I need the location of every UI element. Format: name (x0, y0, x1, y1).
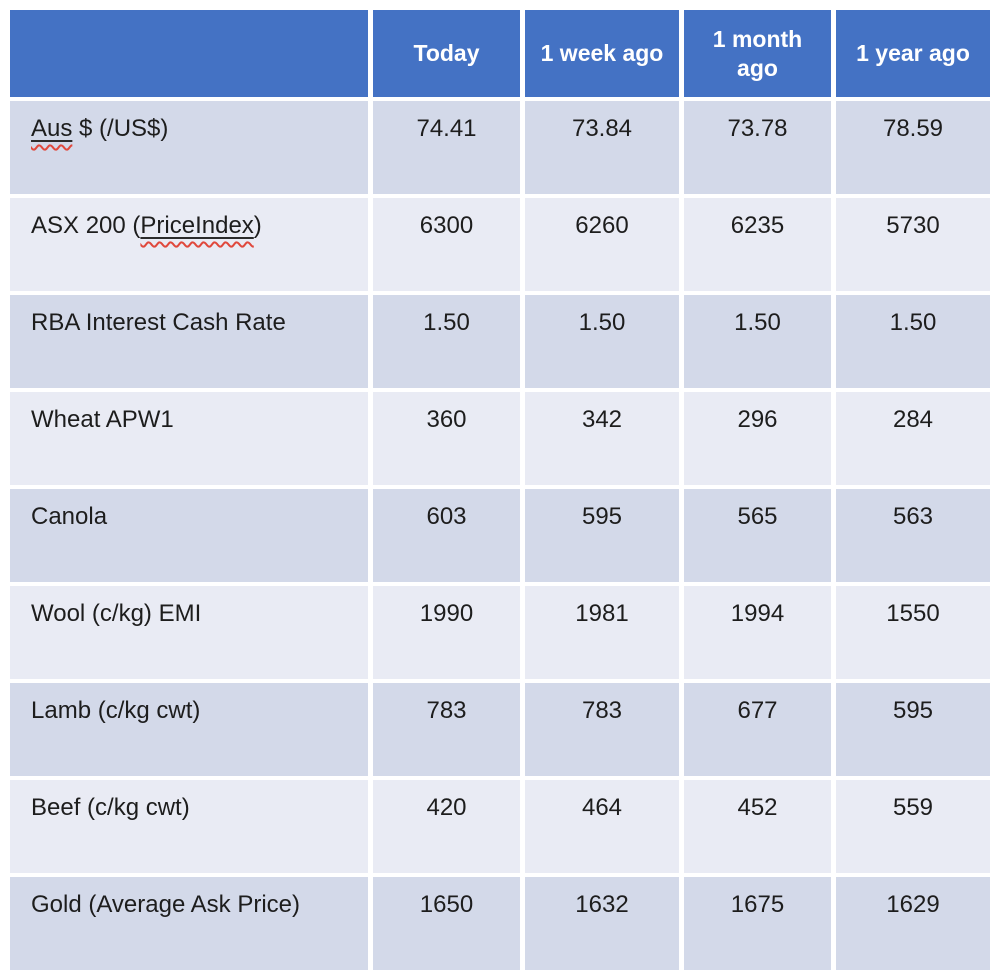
value-cell: 783 (373, 683, 520, 776)
value-cell: 296 (684, 392, 831, 485)
row-label: RBA Interest Cash Rate (10, 295, 368, 388)
row-label: Beef (c/kg cwt) (10, 780, 368, 873)
label-text: ) (253, 212, 262, 239)
row-label: Wool (c/kg) EMI (10, 586, 368, 679)
value-cell: 1632 (525, 877, 679, 970)
misspelled-word: Aus (31, 115, 73, 142)
market-price-table: Today 1 week ago 1 month ago 1 year ago Aus… (5, 6, 995, 974)
spellcheck-squiggle: PriceIndex (140, 212, 253, 239)
value-cell: 1994 (684, 586, 831, 679)
misspelled-word: PriceIndex (140, 212, 254, 239)
spellcheck-squiggle: Aus (31, 115, 72, 142)
value-cell: 73.78 (684, 101, 831, 194)
column-header-1-month-ago: 1 month ago (684, 10, 831, 97)
column-header-1-week-ago: 1 week ago (525, 10, 679, 97)
row-label: ASX 200 (PriceIndex) (10, 198, 368, 291)
table-row-beef-c-kg-cwt: Beef (c/kg cwt) 420 464 452 559 (10, 780, 990, 873)
table-row-gold-average-ask-price: Gold (Average Ask Price) 1650 1632 1675 1629 (10, 877, 990, 970)
label-text: Beef (c/kg cwt) (31, 794, 190, 821)
table-body: Aus $ (/US$) 74.41 73.84 73.78 78.59 ASX 200 … (10, 101, 990, 970)
value-cell: 677 (684, 683, 831, 776)
value-cell: 464 (525, 780, 679, 873)
value-cell: 1.50 (836, 295, 990, 388)
table-row-canola: Canola 603 595 565 563 (10, 489, 990, 582)
value-cell: 5730 (836, 198, 990, 291)
value-cell: 6300 (373, 198, 520, 291)
value-cell: 565 (684, 489, 831, 582)
row-label: Lamb (c/kg cwt) (10, 683, 368, 776)
table-row-lamb-c-kg-cwt: Lamb (c/kg cwt) 783 783 677 595 (10, 683, 990, 776)
value-cell: 1.50 (525, 295, 679, 388)
value-cell: 420 (373, 780, 520, 873)
value-cell: 78.59 (836, 101, 990, 194)
value-cell: 73.84 (525, 101, 679, 194)
table-row-wool-c-kg-emi: Wool (c/kg) EMI 1990 1981 1994 1550 (10, 586, 990, 679)
label-text: Gold (Average Ask Price) (31, 891, 301, 918)
value-cell: 342 (525, 392, 679, 485)
value-cell: 1650 (373, 877, 520, 970)
value-cell: 1550 (836, 586, 990, 679)
table-header: Today 1 week ago 1 month ago 1 year ago (10, 10, 990, 97)
table-row-asx-200-priceindex: ASX 200 (PriceIndex) 6300 6260 6235 5730 (10, 198, 990, 291)
row-label: Aus $ (/US$) (10, 101, 368, 194)
value-cell: 1990 (373, 586, 520, 679)
label-text: Wheat APW1 (31, 406, 174, 433)
label-text: Canola (31, 503, 108, 530)
header-row: Today 1 week ago 1 month ago 1 year ago (10, 10, 990, 97)
value-cell: 1629 (836, 877, 990, 970)
row-label: Wheat APW1 (10, 392, 368, 485)
value-cell: 1.50 (684, 295, 831, 388)
value-cell: 6235 (684, 198, 831, 291)
column-header-1-year-ago: 1 year ago (836, 10, 990, 97)
table-row-wheat-apw1: Wheat APW1 360 342 296 284 (10, 392, 990, 485)
value-cell: 595 (836, 683, 990, 776)
value-cell: 783 (525, 683, 679, 776)
value-cell: 452 (684, 780, 831, 873)
label-text: Wool (c/kg) EMI (31, 600, 202, 627)
value-cell: 595 (525, 489, 679, 582)
column-header-today: Today (373, 10, 520, 97)
value-cell: 6260 (525, 198, 679, 291)
value-cell: 1.50 (373, 295, 520, 388)
value-cell: 559 (836, 780, 990, 873)
value-cell: 360 (373, 392, 520, 485)
corner-header-cell (10, 10, 368, 97)
table-row-aus-us: Aus $ (/US$) 74.41 73.84 73.78 78.59 (10, 101, 990, 194)
value-cell: 74.41 (373, 101, 520, 194)
value-cell: 563 (836, 489, 990, 582)
label-text: $ (/US$) (72, 115, 169, 142)
value-cell: 284 (836, 392, 990, 485)
table-row-rba-interest-cash-rate: RBA Interest Cash Rate 1.50 1.50 1.50 1.50 (10, 295, 990, 388)
row-label: Gold (Average Ask Price) (10, 877, 368, 970)
value-cell: 1981 (525, 586, 679, 679)
label-text: RBA Interest Cash Rate (31, 309, 286, 336)
value-cell: 1675 (684, 877, 831, 970)
label-text: ASX 200 ( (31, 212, 141, 239)
row-label: Canola (10, 489, 368, 582)
value-cell: 603 (373, 489, 520, 582)
label-text: Lamb (c/kg cwt) (31, 697, 201, 724)
